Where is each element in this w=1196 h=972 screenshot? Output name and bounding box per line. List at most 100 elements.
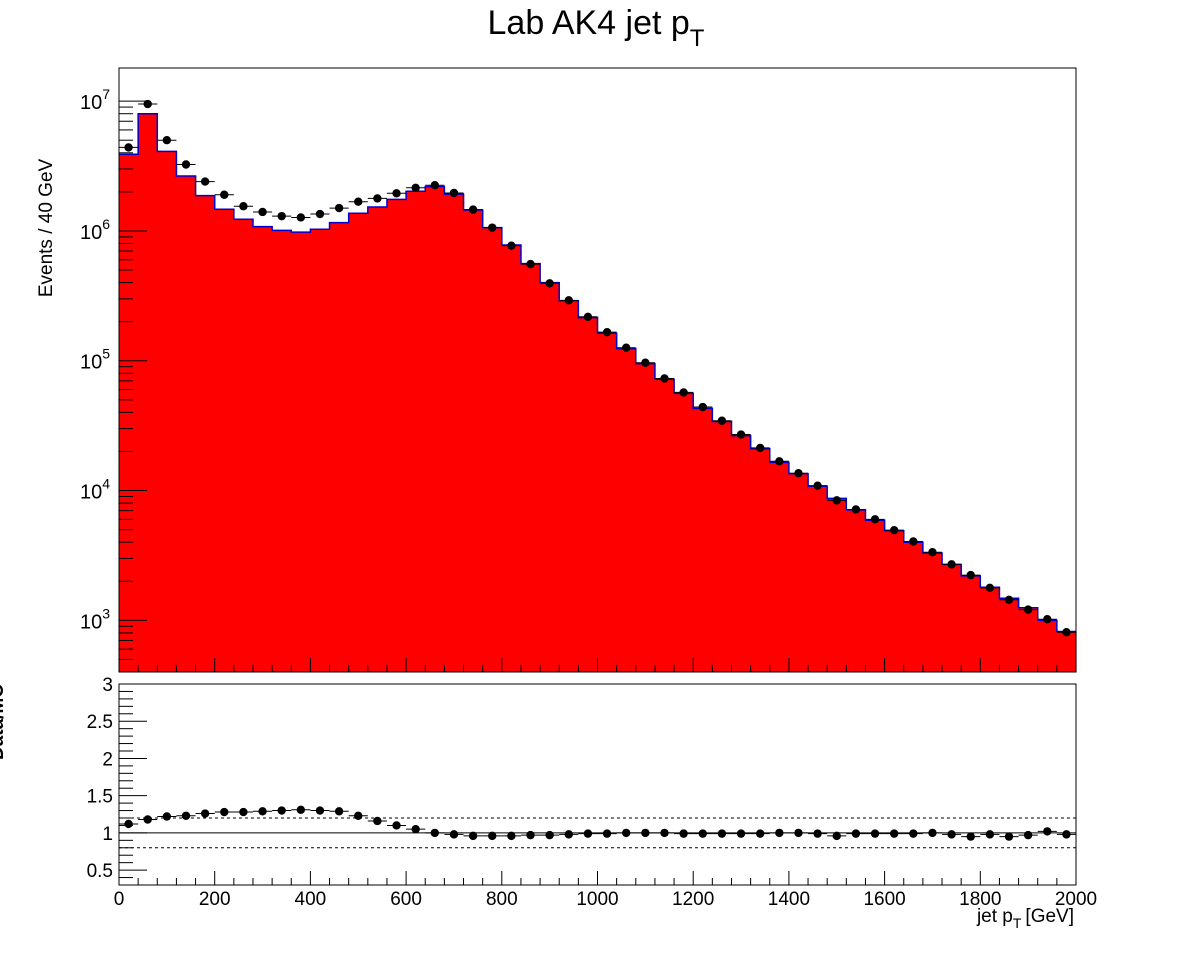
y-tick-label: 105 [80,346,110,374]
ratio-point [220,807,229,817]
histogram-bar [578,317,599,672]
ratio-point [296,805,306,815]
x-tick-label: 1200 [672,889,714,910]
histogram-bar [750,448,771,672]
histogram-bar [616,348,637,672]
histogram-bar [176,175,197,672]
histogram-bar [999,598,1020,672]
data-point [526,259,535,269]
ratio-point [488,831,497,841]
ratio-point [200,809,210,818]
histogram-bar [884,530,905,672]
ratio-point [622,828,631,838]
histogram-bar [501,244,522,672]
histogram-bar [788,473,809,672]
histogram-bar [138,113,158,672]
data-point [1004,595,1014,604]
x-tick-label: 800 [486,889,518,910]
data-point [583,312,593,322]
histogram-bar [654,379,675,672]
data-point [985,583,995,593]
data-point [755,443,765,453]
histogram-bar [922,553,943,672]
data-point [392,189,401,198]
ratio-point [545,830,554,840]
data-point [354,197,363,206]
histogram-bar [769,462,790,672]
histogram-bar [425,186,445,672]
data-point [1062,628,1071,637]
data-point [813,481,822,490]
data-point [373,194,382,203]
histogram-bar [386,199,407,672]
ratio-point [889,829,899,838]
data-point [430,181,440,190]
main-y-axis-label: Events / 40 GeV [36,158,57,297]
histogram-bar [329,222,350,673]
y-tick-label: 103 [80,605,110,633]
ratio-point [602,829,612,838]
ratio-point [1023,830,1033,840]
data-point [507,241,516,250]
data-point [258,207,267,217]
ratio-plot: 0.5 1 1.5 2 2.5 3 0 200 400 600 800 1000 1200 1400 16… [0,658,1097,931]
data-point [1043,615,1052,624]
ratio-point [755,829,765,838]
histogram-bar [693,408,713,672]
data-point [928,547,937,557]
data-point [736,430,746,439]
x-tick-label: 1800 [959,889,1001,910]
histogram-bar [1018,607,1039,672]
ratio-point [1062,830,1071,839]
histogram-bar [119,154,139,672]
ratio-y-tick-label: 1 [102,824,113,845]
main-y-axis: 103 104 105 106 107 [80,86,147,673]
x-axis-label-subscript: T [1013,915,1022,931]
ratio-point [736,829,746,838]
ratio-point [411,824,420,834]
x-axis-label-unit: [GeV] [1025,906,1074,927]
ratio-y-axis: 0.5 1 1.5 2 2.5 3 [87,675,147,886]
ratio-plot-frame [118,683,1077,886]
ratio-point [334,807,344,816]
ratio-y-tick-label: 3 [102,675,113,696]
data-point [564,296,573,305]
data-point [545,279,554,288]
y-tick-label: 104 [80,476,110,504]
chart-title: Lab AK4 jet pT [488,4,705,52]
ratio-point [698,829,707,838]
ratio-point [277,806,286,815]
x-tick-label: 2000 [1055,889,1097,910]
ratio-point [239,807,248,817]
x-tick-label: 1600 [863,889,905,910]
ratio-point [468,831,478,841]
histogram-bar [444,194,465,672]
ratio-y-tick-label: 0.5 [87,861,113,882]
x-tick-label: 600 [390,889,422,910]
chart-title-main: Lab AK4 jet p [488,4,690,42]
ratio-point [526,830,535,840]
data-point [966,570,975,580]
data-point [296,213,306,222]
histogram-bar [846,509,867,672]
data-point [947,560,956,569]
ratio-y-tick-label: 2.5 [87,712,113,733]
histogram-bar [233,219,254,672]
data-point [315,209,325,219]
histogram-bar [559,300,579,672]
ratio-point [449,830,459,839]
ratio-point [430,828,440,838]
histogram-bar [291,232,311,672]
data-point [143,99,152,109]
histogram-bar [482,227,503,672]
data-point [832,496,841,505]
ratio-point [641,828,650,838]
data-point [679,388,688,397]
x-tick-label: 1400 [768,889,810,910]
y-tick-label: 106 [80,216,110,244]
data-point [220,190,229,199]
ratio-point [775,828,784,838]
histogram-bar [252,226,273,673]
ratio-y-tick-label: 1.5 [87,787,113,808]
ratio-point [851,829,861,838]
